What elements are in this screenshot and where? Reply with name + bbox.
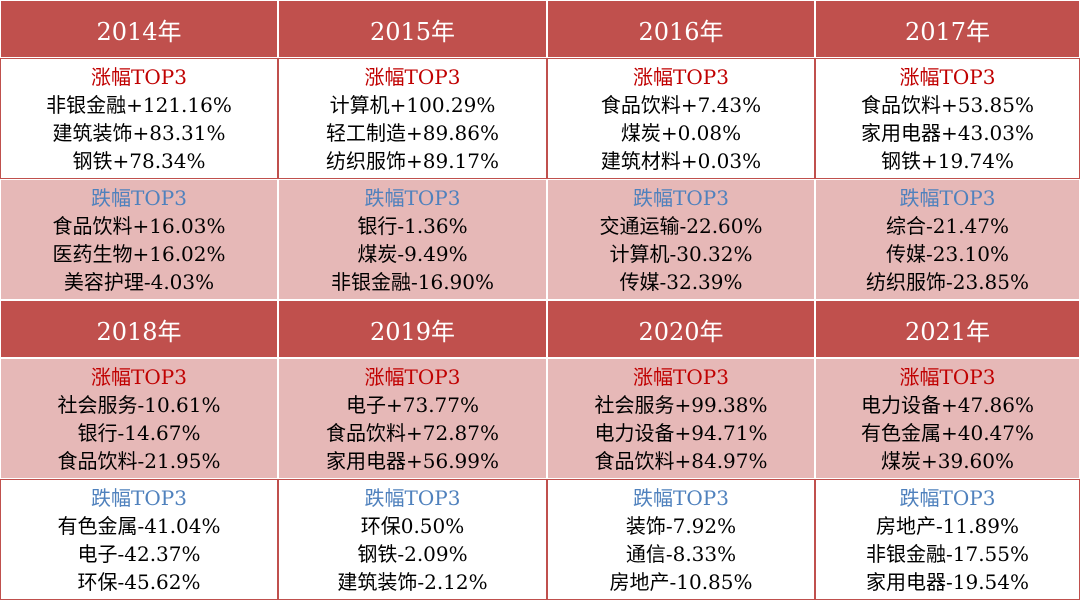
year-header: 2015年 xyxy=(278,0,547,58)
gain-cell: 涨幅TOP3 计算机+100.29% 轻工制造+89.86% 纺织服饰+89.17% xyxy=(278,58,547,179)
year-header: 2019年 xyxy=(278,300,547,358)
loss-item: 建筑装饰-2.12% xyxy=(337,569,488,594)
gain-item: 食品饮料-21.95% xyxy=(57,448,221,473)
loss-label: 跌幅TOP3 xyxy=(899,485,996,510)
gain-label: 涨幅TOP3 xyxy=(364,364,461,389)
loss-item: 纺织服饰-23.85% xyxy=(865,269,1030,294)
loss-cell: 跌幅TOP3 综合-21.47% 传媒-23.10% 纺织服饰-23.85% xyxy=(815,179,1080,300)
gain-item: 轻工制造+89.86% xyxy=(325,120,500,145)
gain-item: 食品饮料+72.87% xyxy=(325,420,500,445)
gain-item: 电力设备+47.86% xyxy=(860,392,1035,417)
gain-item: 食品饮料+53.85% xyxy=(860,92,1035,117)
gain-label: 涨幅TOP3 xyxy=(633,364,729,389)
loss-item: 家用电器-19.54% xyxy=(865,569,1030,594)
loss-item: 交通运输-22.60% xyxy=(599,213,763,238)
gain-item: 食品饮料+7.43% xyxy=(600,92,762,117)
gain-item: 钢铁+78.34% xyxy=(72,148,206,173)
loss-item: 综合-21.47% xyxy=(885,213,1010,238)
loss-cell: 跌幅TOP3 环保0.50% 钢铁-2.09% 建筑装饰-2.12% xyxy=(278,479,547,600)
gain-label: 涨幅TOP3 xyxy=(899,364,996,389)
gain-item: 计算机+100.29% xyxy=(329,92,496,117)
gain-cell: 涨幅TOP3 食品饮料+7.43% 煤炭+0.08% 建筑材料+0.03% xyxy=(547,58,815,179)
loss-label: 跌幅TOP3 xyxy=(364,485,461,510)
year-header: 2018年 xyxy=(0,300,278,358)
loss-cell: 跌幅TOP3 装饰-7.92% 通信-8.33% 房地产-10.85% xyxy=(547,479,815,600)
year-header: 2014年 xyxy=(0,0,278,58)
gain-label: 涨幅TOP3 xyxy=(91,64,187,89)
loss-cell: 跌幅TOP3 食品饮料+16.03% 医药生物+16.02% 美容护理-4.03% xyxy=(0,179,278,300)
gain-cell: 涨幅TOP3 食品饮料+53.85% 家用电器+43.03% 钢铁+19.74% xyxy=(815,58,1080,179)
gain-item: 家用电器+56.99% xyxy=(325,448,500,473)
loss-item: 传媒-23.10% xyxy=(885,241,1010,266)
loss-label: 跌幅TOP3 xyxy=(91,485,187,510)
gain-label: 涨幅TOP3 xyxy=(91,364,187,389)
loss-item: 医药生物+16.02% xyxy=(52,241,226,266)
gain-label: 涨幅TOP3 xyxy=(899,64,996,89)
gain-item: 家用电器+43.03% xyxy=(860,120,1035,145)
loss-item: 非银金融-17.55% xyxy=(865,541,1030,566)
loss-item: 房地产-11.89% xyxy=(875,513,1020,538)
gain-item: 煤炭+0.08% xyxy=(620,120,742,145)
gain-item: 建筑装饰+83.31% xyxy=(52,120,226,145)
loss-cell: 跌幅TOP3 房地产-11.89% 非银金融-17.55% 家用电器-19.54% xyxy=(815,479,1080,600)
loss-item: 美容护理-4.03% xyxy=(63,269,215,294)
gain-item: 食品饮料+84.97% xyxy=(594,448,768,473)
loss-label: 跌幅TOP3 xyxy=(91,185,187,210)
year-header: 2016年 xyxy=(547,0,815,58)
loss-item: 电子-42.37% xyxy=(77,541,201,566)
gain-item: 电子+73.77% xyxy=(345,392,480,417)
gain-cell: 涨幅TOP3 社会服务-10.61% 银行-14.67% 食品饮料-21.95% xyxy=(0,358,278,479)
gain-item: 钢铁+19.74% xyxy=(880,148,1015,173)
loss-item: 非银金融-16.90% xyxy=(330,269,495,294)
gain-label: 涨幅TOP3 xyxy=(633,64,729,89)
gain-item: 非银金融+121.16% xyxy=(46,92,232,117)
year-header: 2017年 xyxy=(815,0,1080,58)
gain-cell: 涨幅TOP3 电力设备+47.86% 有色金属+40.47% 煤炭+39.60% xyxy=(815,358,1080,479)
loss-label: 跌幅TOP3 xyxy=(899,185,996,210)
loss-item: 食品饮料+16.03% xyxy=(52,213,226,238)
gain-cell: 涨幅TOP3 非银金融+121.16% 建筑装饰+83.31% 钢铁+78.34% xyxy=(0,58,278,179)
year-header: 2021年 xyxy=(815,300,1080,358)
loss-item: 环保0.50% xyxy=(360,513,465,538)
loss-item: 通信-8.33% xyxy=(625,541,737,566)
loss-label: 跌幅TOP3 xyxy=(633,185,729,210)
loss-item: 计算机-30.32% xyxy=(609,241,753,266)
loss-item: 环保-45.62% xyxy=(77,569,201,594)
loss-cell: 跌幅TOP3 银行-1.36% 煤炭-9.49% 非银金融-16.90% xyxy=(278,179,547,300)
loss-item: 传媒-32.39% xyxy=(619,269,743,294)
gain-cell: 涨幅TOP3 电子+73.77% 食品饮料+72.87% 家用电器+56.99% xyxy=(278,358,547,479)
gain-label: 涨幅TOP3 xyxy=(364,64,461,89)
loss-item: 银行-1.36% xyxy=(357,213,468,238)
gain-item: 煤炭+39.60% xyxy=(880,448,1015,473)
gain-item: 纺织服饰+89.17% xyxy=(325,148,500,173)
loss-item: 钢铁-2.09% xyxy=(357,541,468,566)
year-header: 2020年 xyxy=(547,300,815,358)
gain-item: 社会服务-10.61% xyxy=(57,392,221,417)
gain-item: 银行-14.67% xyxy=(77,420,201,445)
loss-label: 跌幅TOP3 xyxy=(364,185,461,210)
loss-item: 有色金属-41.04% xyxy=(57,513,221,538)
loss-item: 装饰-7.92% xyxy=(625,513,737,538)
gain-item: 电力设备+94.71% xyxy=(594,420,768,445)
gain-item: 社会服务+99.38% xyxy=(594,392,768,417)
gain-item: 有色金属+40.47% xyxy=(860,420,1035,445)
loss-cell: 跌幅TOP3 有色金属-41.04% 电子-42.37% 环保-45.62% xyxy=(0,479,278,600)
loss-label: 跌幅TOP3 xyxy=(633,485,729,510)
loss-item: 房地产-10.85% xyxy=(609,569,753,594)
loss-cell: 跌幅TOP3 交通运输-22.60% 计算机-30.32% 传媒-32.39% xyxy=(547,179,815,300)
loss-item: 煤炭-9.49% xyxy=(357,241,468,266)
gain-cell: 涨幅TOP3 社会服务+99.38% 电力设备+94.71% 食品饮料+84.97% xyxy=(547,358,815,479)
gain-item: 建筑材料+0.03% xyxy=(600,148,762,173)
